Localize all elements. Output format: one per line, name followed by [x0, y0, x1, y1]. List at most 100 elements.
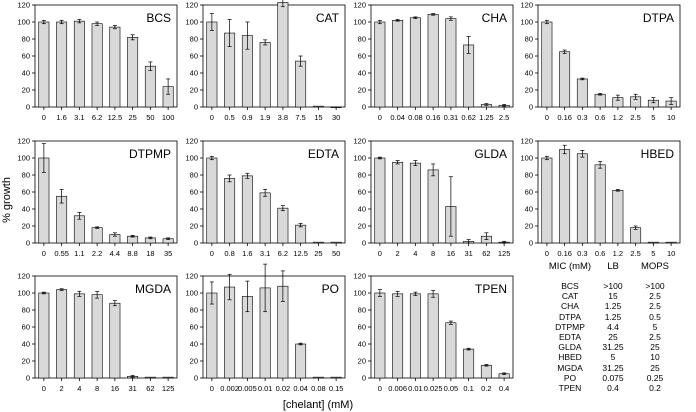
x-tick-label: 62 — [146, 384, 154, 393]
y-tick-label: 40 — [525, 205, 533, 214]
y-tick-label: 60 — [525, 188, 533, 197]
bar — [91, 294, 103, 379]
bar — [206, 157, 218, 244]
x-tick-label: 0.05 — [444, 384, 459, 393]
mic-cell: 25 — [650, 342, 660, 353]
mic-table-body: BCS >100 >100 CAT 15 2.5 CHA 1.25 2.5 DTPA 1.25 0.5… — [542, 281, 692, 393]
y-tick-label: 20 — [22, 357, 30, 366]
bar — [259, 192, 271, 244]
x-tick-label: 0 — [210, 113, 214, 122]
x-tick-label: 0 — [42, 249, 46, 258]
panel-title: BCS — [146, 11, 171, 25]
x-tick-label: 0.15 — [329, 384, 344, 393]
x-tick-label: 0 — [378, 384, 382, 393]
x-tick-label: 0.6 — [595, 113, 605, 122]
mic-cell: CAT — [561, 291, 579, 302]
y-tick-label: 100 — [17, 18, 30, 27]
x-tick-label: 18 — [146, 249, 154, 258]
y-tick-label: 60 — [358, 188, 366, 197]
y-tick-label: 20 — [190, 222, 198, 231]
bar — [162, 376, 174, 379]
bar — [630, 227, 642, 244]
x-tick-label: 100 — [162, 113, 175, 122]
bar — [330, 376, 342, 379]
mic-cell: 4.4 — [607, 321, 619, 332]
mic-cell: 0.5 — [649, 311, 661, 322]
y-tick-label: 120 — [353, 272, 366, 281]
y-tick-label: 80 — [190, 306, 198, 315]
x-tick-label: 1.9 — [260, 113, 270, 122]
panel-title: PO — [322, 282, 339, 296]
bar — [73, 20, 85, 108]
x-tick-label: 5 — [651, 249, 655, 258]
x-tick-label: 0 — [545, 113, 549, 122]
mic-cell: BCS — [561, 281, 579, 291]
x-tick-label: 0.1 — [463, 384, 473, 393]
y-tick-label: 60 — [190, 52, 198, 61]
mic-cell: >100 — [645, 281, 665, 291]
y-tick-label: 100 — [185, 154, 198, 163]
bar — [56, 21, 68, 108]
bar — [56, 289, 68, 379]
x-tick-label: 4 — [77, 384, 81, 393]
chart-panel: 0 20 40 60 80 100 120 0 0.006 0.01 0.025 0.05 0.1 0.2… — [353, 272, 514, 393]
y-tick-label: 120 — [17, 137, 30, 146]
bar — [224, 286, 236, 379]
mic-header-cell: MIC (mM) — [548, 261, 592, 272]
x-tick-label: 0.04 — [293, 384, 308, 393]
bar — [427, 293, 439, 379]
x-tick-label: 2.5 — [499, 113, 509, 122]
x-tick-label: 0.08 — [408, 113, 423, 122]
x-tick-label: 10 — [667, 113, 675, 122]
bar — [427, 14, 439, 108]
chart-panel: 0 20 40 60 80 100 120 0 2 4 8 16 31 62 125 GLDA — [353, 137, 514, 258]
y-tick-label: 20 — [525, 222, 533, 231]
y-tick-label: 60 — [190, 323, 198, 332]
x-tick-label: 0.04 — [390, 113, 405, 122]
bar — [463, 348, 475, 379]
x-tick-label: 25 — [314, 249, 322, 258]
mic-table-row: CHA 1.25 2.5 — [542, 301, 692, 311]
x-tick-label: 2.2 — [92, 249, 102, 258]
mic-cell: 0.2 — [649, 382, 661, 393]
bar — [647, 241, 659, 244]
x-tick-label: 1.6 — [56, 113, 66, 122]
mic-table-row: CAT 15 2.5 — [542, 291, 692, 301]
x-tick-label: 3.1 — [74, 113, 84, 122]
chart-panel: 0 20 40 60 80 100 120 0 0.5 0.9 1.9 3.8 7.5 15 30 CAT — [185, 0, 346, 122]
bar — [541, 157, 553, 244]
y-tick-label: 120 — [17, 272, 30, 281]
y-tick-label: 20 — [190, 86, 198, 95]
y-tick-label: 60 — [22, 52, 30, 61]
x-tick-label: 1.2 — [613, 249, 623, 258]
mic-cell: CHA — [561, 301, 579, 312]
bar — [409, 162, 421, 244]
x-tick-label: 35 — [164, 249, 172, 258]
y-tick-label: 0 — [194, 374, 198, 383]
y-tick-label: 80 — [22, 35, 30, 44]
y-tick-label: 20 — [358, 357, 366, 366]
mic-header-cell: LB — [607, 261, 619, 272]
x-tick-label: 30 — [332, 113, 340, 122]
mic-table-row: HBED 5 10 — [542, 352, 692, 362]
x-tick-label: 10 — [667, 249, 675, 258]
panel-title: HBED — [641, 147, 675, 161]
y-tick-label: 120 — [353, 137, 366, 146]
y-tick-label: 40 — [22, 340, 30, 349]
mic-table-row: EDTA 25 2.5 — [542, 332, 692, 342]
bar — [392, 19, 404, 108]
x-tick-label: 8 — [95, 384, 99, 393]
y-tick-label: 120 — [17, 1, 30, 10]
bar — [330, 241, 342, 244]
mic-cell: 15 — [608, 291, 618, 302]
bar — [38, 292, 50, 379]
x-tick-label: 25 — [128, 113, 136, 122]
y-tick-label: 40 — [525, 69, 533, 78]
x-tick-label: 0.16 — [557, 113, 572, 122]
bar — [295, 343, 307, 379]
bar — [91, 227, 103, 244]
y-tick-label: 20 — [525, 86, 533, 95]
bar — [541, 21, 553, 108]
